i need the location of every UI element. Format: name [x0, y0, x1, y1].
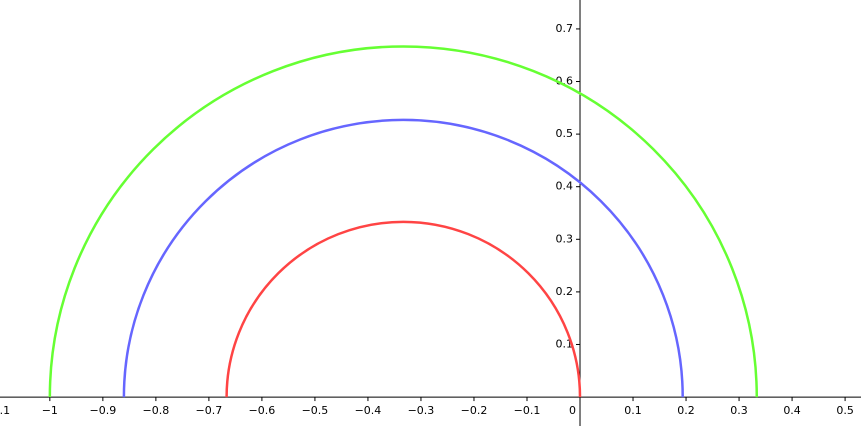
x-tick-label: −0.6	[249, 404, 276, 417]
y-tick-label: 0.3	[556, 232, 574, 245]
x-tick-label: 0.1	[624, 404, 642, 417]
y-tick-label: 0.1	[556, 337, 574, 350]
x-tick-label: 0.4	[783, 404, 801, 417]
x-tick-label: −0.3	[408, 404, 435, 417]
x-tick-label: −0.4	[355, 404, 382, 417]
x-tick-label: −0.5	[302, 404, 329, 417]
x-tick-label: −0.2	[461, 404, 488, 417]
x-tick-label: 0.2	[677, 404, 695, 417]
x-tick-label: −0.1	[514, 404, 541, 417]
y-tick-label: 0.7	[556, 22, 574, 35]
x-tick-label: −1	[42, 404, 58, 417]
y-tick-label: 0.2	[556, 285, 574, 298]
x-tick-label: −0.7	[196, 404, 223, 417]
x-tick-label: −0.9	[89, 404, 116, 417]
x-tick-label: 0	[569, 404, 576, 417]
arc	[48, 45, 759, 398]
y-tick-label: 0.6	[556, 75, 574, 88]
arc	[122, 118, 684, 398]
y-tick-label: 0.4	[556, 180, 574, 193]
arc	[225, 220, 582, 398]
x-tick-label: −1.1	[0, 404, 10, 417]
x-tick-label: −0.8	[143, 404, 170, 417]
x-tick-label: 0.5	[836, 404, 854, 417]
x-tick-label: 0.3	[730, 404, 748, 417]
y-tick-label: 0.5	[556, 127, 574, 140]
